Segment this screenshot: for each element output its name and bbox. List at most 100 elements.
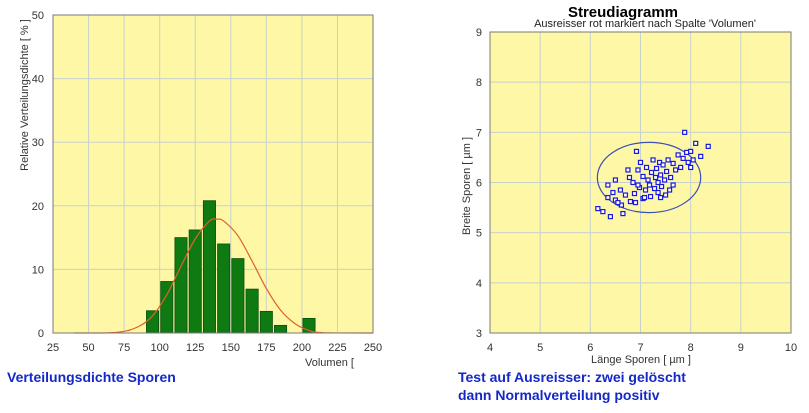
scatter-point <box>670 160 676 167</box>
scatter-point <box>688 148 694 154</box>
histogram-bar <box>174 237 188 334</box>
scatter-point <box>660 162 666 168</box>
scatter-y-tick-label: 4 <box>476 278 482 290</box>
scatter-point <box>615 199 621 206</box>
scatter-point <box>678 164 684 171</box>
histogram-x-tick-label: 125 <box>186 342 204 354</box>
scatter-point <box>705 143 711 149</box>
histogram-bar <box>217 243 231 334</box>
scatter-point <box>698 153 704 160</box>
scatter-x-ticks: 4 5 6 7 8 9 10 <box>487 342 797 354</box>
scatter-point <box>642 187 649 193</box>
scatter-point <box>665 157 671 163</box>
histogram-x-tick-label: 250 <box>364 342 382 354</box>
scatter-point <box>688 164 694 171</box>
scatter-point <box>684 149 690 155</box>
histogram-y-axis-label: Relative Verteilungsdichte [ % ] <box>19 19 31 171</box>
scatter-x-tick-label: 4 <box>487 342 493 354</box>
scatter-x-tick-label: 8 <box>688 342 694 354</box>
histogram-bar <box>259 310 273 334</box>
histogram-x-tick-label: 200 <box>293 342 311 354</box>
scatter-y-tick-label: 5 <box>476 228 482 240</box>
scatter-point <box>657 172 664 178</box>
histogram-bar <box>274 324 288 334</box>
scatter-point <box>651 185 658 192</box>
scatter-point <box>693 140 699 146</box>
scatter-point <box>610 189 616 196</box>
scatter-point <box>682 129 688 135</box>
histogram-x-ticks: 25 50 75 100 125 150 175 200 225 250 <box>47 342 382 354</box>
scatter-point <box>675 152 681 158</box>
scatter-point <box>666 187 673 193</box>
histogram-bars <box>146 200 316 334</box>
scatter-point <box>630 179 636 186</box>
scatter-y-tick-label: 7 <box>476 127 482 139</box>
histogram-y-tick-label: 50 <box>32 10 44 22</box>
scatter-x-tick-label: 10 <box>785 342 797 354</box>
scatter-point <box>607 214 614 220</box>
scatter-point <box>625 167 631 173</box>
scatter-point <box>631 190 638 197</box>
scatter-point <box>605 182 611 188</box>
scatter-y-ticks: 3 4 5 6 7 8 9 <box>476 27 482 340</box>
density-curve <box>74 218 374 334</box>
histogram-x-tick-label: 25 <box>47 342 59 354</box>
scatter-x-axis-label: Länge Sporen [ µm ] <box>591 354 691 366</box>
right-caption-line-2: dann Normalverteilung positiv <box>458 387 660 403</box>
scatter-point <box>657 194 664 201</box>
scatter-frame <box>489 31 792 334</box>
confidence-ellipse <box>596 141 702 214</box>
scatter-point <box>655 189 661 196</box>
scatter-point <box>662 192 669 198</box>
scatter-point <box>658 183 665 190</box>
scatter-point <box>670 182 676 188</box>
scatter-y-axis-label: Breite Sporen [ µm ] <box>461 137 473 235</box>
histogram-bar <box>160 281 174 334</box>
histogram-bar <box>146 310 160 334</box>
scatter-point <box>646 182 653 188</box>
scatter-y-tick-label: 8 <box>476 77 482 89</box>
histogram-x-tick-label: 50 <box>82 342 94 354</box>
scatter-point <box>637 159 644 166</box>
histogram-y-tick-label: 10 <box>32 264 44 276</box>
histogram-y-tick-label: 20 <box>32 201 44 213</box>
histogram-bar <box>245 288 259 334</box>
scatter-point <box>622 192 629 198</box>
scatter-point <box>648 169 655 176</box>
scatter-point <box>645 177 651 183</box>
scatter-point <box>680 155 686 162</box>
scatter-title: Streudiagramm <box>568 4 678 21</box>
scatter-point <box>663 168 670 175</box>
scatter-point <box>626 174 633 181</box>
scatter-point <box>595 205 601 212</box>
left-caption: Verteilungsdichte Sporen <box>7 369 176 385</box>
scatter-subtitle: Ausreisser rot markiert nach Spalte 'Vol… <box>534 18 756 30</box>
scatter-point <box>620 211 626 217</box>
scatter-point <box>640 173 646 180</box>
right-caption-line-1: Test auf Ausreisser: zwei gelöscht <box>458 369 686 385</box>
scatter-point <box>635 182 641 188</box>
scatter-point <box>641 194 648 201</box>
scatter-point <box>612 177 619 183</box>
histogram-y-tick-label: 0 <box>38 328 44 340</box>
histogram-y-ticks: 0 10 20 30 40 50 <box>32 10 44 340</box>
histogram-chart: 25 50 75 100 125 150 175 200 225 250 01020304050 … <box>19 10 382 369</box>
scatter-x-tick-label: 6 <box>587 342 593 354</box>
scatter-x-tick-label: 7 <box>637 342 643 354</box>
scatter-point <box>605 194 611 201</box>
scatter-point <box>633 148 640 154</box>
histogram-bar <box>231 258 245 334</box>
histogram-y-tick-label: 30 <box>32 137 44 149</box>
scatter-point <box>652 174 659 181</box>
scatter-point <box>690 157 696 163</box>
scatter-point <box>647 193 654 200</box>
histogram-x-tick-label: 225 <box>328 342 346 354</box>
histogram-y-tick-label: 40 <box>32 74 44 86</box>
scatter-point <box>627 198 634 205</box>
histogram-x-tick-label: 75 <box>118 342 130 354</box>
scatter-x-tick-label: 5 <box>537 342 543 354</box>
scatter-x-tick-label: 9 <box>738 342 744 354</box>
scatter-point <box>667 174 674 181</box>
